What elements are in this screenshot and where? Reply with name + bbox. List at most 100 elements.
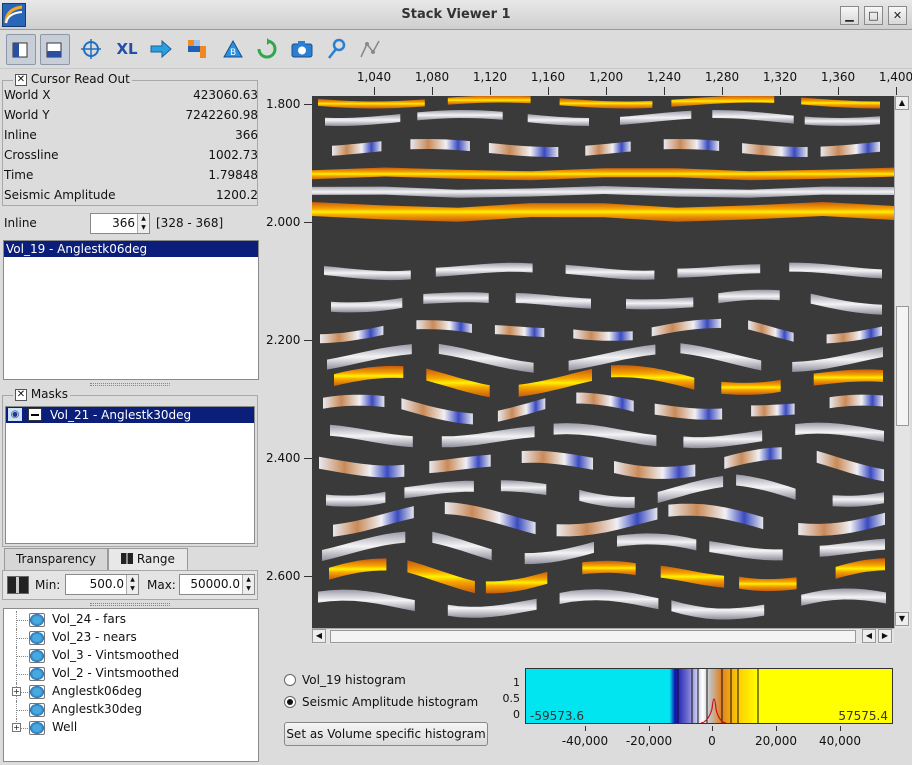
tree-item[interactable]: + Well [4, 719, 260, 737]
seismic-reflector [709, 541, 783, 561]
crosshair-icon[interactable] [76, 34, 106, 65]
eye-icon[interactable]: ◉ [8, 408, 22, 421]
scroll-left-button[interactable]: ◀ [312, 629, 326, 643]
max-spin-arrows[interactable]: ▲ ▼ [242, 575, 254, 594]
arrow-right-icon[interactable] [146, 34, 176, 65]
seismic-reflector [432, 531, 492, 561]
tree-item[interactable]: Vol_2 - Vintsmoothed [4, 665, 260, 683]
seismic-reflector [718, 289, 780, 304]
seismic-reflector [683, 430, 763, 449]
tree-item[interactable]: Vol_24 - fars [4, 611, 260, 629]
splitter-handle-lower[interactable] [90, 603, 170, 606]
hist-x-tick-label: 0 [708, 734, 716, 748]
masks-toggle-checkbox[interactable]: ✕ [15, 388, 27, 401]
tree-item-label: Anglestk06deg [52, 684, 142, 698]
xl-export-icon[interactable]: XL [116, 40, 138, 58]
seismic-reflector [660, 565, 725, 588]
histogram-panel: Vol_19 histogram Seismic Amplitude histo… [262, 650, 912, 765]
seismic-reflector [813, 369, 883, 386]
seismic-reflector [559, 98, 653, 109]
readout-label: Inline [4, 128, 37, 142]
volume-list-item[interactable]: Vol_19 - Anglestk06deg [4, 241, 258, 257]
refresh-icon[interactable] [252, 34, 282, 65]
scroll-down-button[interactable]: ▼ [895, 612, 909, 626]
seismic-reflector [441, 426, 535, 448]
scroll-prev-button[interactable]: ◀ [862, 629, 876, 643]
seismic-reflector [657, 476, 724, 503]
set-volume-histogram-button[interactable]: Set as Volume specific histogram [284, 722, 488, 746]
volume-icon [29, 721, 45, 735]
readout-row: Seismic Amplitude 1200.2 [4, 188, 258, 207]
horizontal-scrollbar[interactable]: ◀ ◀ ▶ [312, 628, 894, 644]
expand-icon[interactable]: + [12, 723, 21, 732]
range-color-icon[interactable] [7, 576, 29, 594]
masks-list[interactable]: ◉ Vol_21 - Anglestk30deg [5, 406, 255, 544]
tree-item[interactable]: Anglestk30deg [4, 701, 260, 719]
readout-label: World X [4, 88, 51, 102]
volume-list[interactable]: Vol_19 - Anglestk06deg [3, 240, 259, 380]
camera-icon[interactable] [287, 34, 317, 65]
data-tree[interactable]: Vol_24 - fars Vol_23 - nears Vol_3 - Vints… [3, 608, 259, 762]
inline-spinbox[interactable]: 366 ▲ ▼ [90, 213, 150, 234]
colorbar-icon[interactable] [182, 34, 212, 65]
seismic-reflector [819, 538, 885, 557]
pick-icon[interactable] [356, 34, 386, 65]
x-axis-tick-label: 1,080 [414, 70, 450, 84]
seismic-reflector [663, 139, 720, 151]
seismic-reflector [416, 320, 472, 333]
view-mode-icon[interactable] [6, 34, 36, 65]
seismic-reflector [835, 558, 885, 579]
seismic-reflector [320, 325, 384, 344]
scroll-up-button[interactable]: ▲ [895, 96, 909, 110]
left-panel: ✕ Cursor Read Out World X 423060.63 World … [0, 70, 262, 765]
expand-icon[interactable]: + [12, 687, 21, 696]
histogram-x-axis: -40,000 -20,000 0 20,000 40,000 [525, 726, 893, 756]
readout-title: Cursor Read Out [30, 72, 130, 86]
seismic-section[interactable] [312, 96, 896, 628]
hist-min-value: -59573.6 [530, 709, 584, 723]
seismic-reflector [614, 461, 696, 479]
vertical-scrollbar[interactable]: ▲ ▼ [894, 96, 910, 628]
overlay-mode-icon[interactable] [40, 34, 70, 65]
max-spinbox[interactable]: 50000.0 ▲ ▼ [179, 574, 255, 595]
seismic-reflector [816, 450, 884, 482]
probe-icon[interactable] [322, 34, 352, 65]
seismic-reflector [322, 531, 406, 561]
tree-item[interactable]: + Anglestk06deg [4, 683, 260, 701]
close-button[interactable]: ✕ [888, 6, 907, 25]
scroll-right-button[interactable]: ▶ [878, 629, 892, 643]
mask-color-swatch[interactable] [28, 408, 42, 421]
tab-transparency[interactable]: Transparency [4, 548, 108, 570]
seismic-reflector [324, 266, 411, 281]
minimize-button[interactable]: ▁ [840, 6, 859, 25]
y-axis-tick-label: 1.800 [266, 97, 301, 111]
vertical-scroll-thumb[interactable] [896, 306, 909, 426]
hist-x-tick [840, 726, 841, 731]
hist-x-tick [649, 726, 650, 731]
inline-range: [328 - 368] [156, 216, 224, 230]
seismic-reflector [488, 143, 559, 157]
readout-toggle-checkbox[interactable]: ✕ [15, 73, 27, 86]
seismic-reflector [438, 343, 534, 373]
histogram-colorbar[interactable]: -59573.6 57575.4 [525, 668, 893, 724]
seismic-reflector [334, 365, 404, 387]
x-axis-tick [838, 87, 839, 95]
vol-histogram-radio[interactable] [284, 674, 296, 686]
bin-icon[interactable]: B [218, 34, 248, 65]
tree-item-label: Vol_24 - fars [52, 612, 126, 626]
min-spin-arrows[interactable]: ▲ ▼ [126, 575, 138, 594]
splitter-handle[interactable] [90, 383, 170, 386]
maximize-button[interactable]: □ [864, 6, 883, 25]
readout-label: World Y [4, 108, 50, 122]
tree-item[interactable]: Vol_23 - nears [4, 629, 260, 647]
amp-histogram-radio[interactable] [284, 696, 296, 708]
hist-x-tick-label: -40,000 [561, 734, 609, 748]
mask-item[interactable]: ◉ Vol_21 - Anglestk30deg [6, 407, 254, 423]
inline-spin-arrows[interactable]: ▲ ▼ [137, 214, 149, 233]
x-axis-tick [896, 87, 897, 95]
tab-range[interactable]: Range [108, 548, 188, 570]
horizontal-scroll-thumb[interactable] [330, 630, 856, 643]
min-spinbox[interactable]: 500.0 ▲ ▼ [65, 574, 139, 595]
tree-item[interactable]: Vol_3 - Vintsmoothed [4, 647, 260, 665]
seismic-reflector [318, 589, 415, 612]
